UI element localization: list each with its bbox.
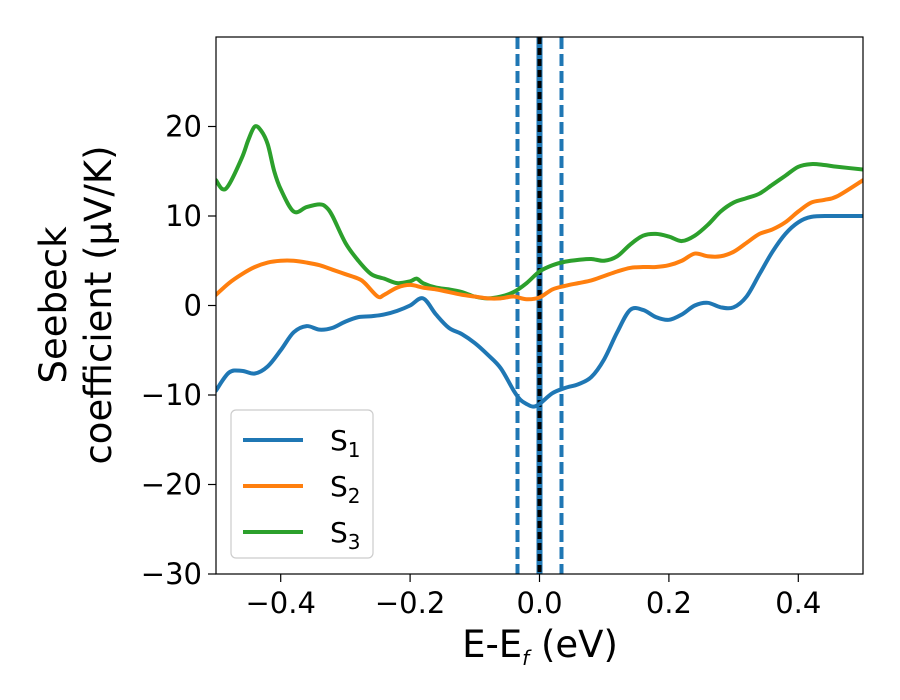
x-axis-title: E-Ef (eV) [462,623,618,670]
y-axis-title-line2: coefficient (μV/K) [77,145,120,464]
x-tick-label: 0.0 [516,586,562,620]
y-tick-label: 10 [165,199,202,233]
legend-label-s2: S2 [330,470,361,508]
y-tick-label: −30 [141,557,202,591]
y-tick-label: 20 [165,110,202,144]
legend: S1 S2 S3 [230,409,374,559]
x-tick-label: −0.2 [375,586,445,620]
x-tick-label: −0.4 [245,586,315,620]
series-line-s2 [216,178,863,302]
series-group [216,124,863,409]
x-axis: −0.4 −0.2 0.0 0.2 0.4 [245,574,821,620]
y-axis: −30 −20 −10 0 10 20 [141,110,216,591]
y-axis-title: Seebeck coefficient (μV/K) [32,145,120,464]
y-axis-title-line1: Seebeck [32,226,75,384]
series-line-s1 [216,213,863,409]
reference-lines [515,37,564,574]
x-tick-label: 0.4 [775,586,821,620]
legend-label-s3: S3 [330,516,361,554]
y-tick-label: 0 [184,289,202,323]
legend-label-s1: S1 [330,424,361,462]
y-tick-label: −10 [141,378,202,412]
y-tick-label: −20 [141,468,202,502]
x-tick-label: 0.2 [646,586,692,620]
